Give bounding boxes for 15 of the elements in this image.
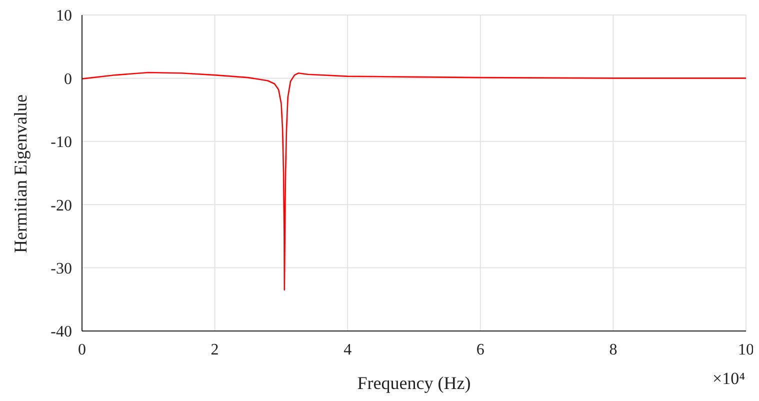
x-tick-label: 0: [78, 341, 86, 358]
y-tick-label: -30: [50, 260, 72, 278]
y-tick-label: 10: [56, 8, 72, 25]
y-axis-title: Hermitian Eigenvalue: [10, 94, 30, 253]
y-tick-label: -40: [50, 324, 72, 341]
x-tick-label: 4: [344, 341, 352, 358]
y-tick-label: -20: [50, 197, 72, 214]
y-tick-label: -10: [50, 134, 72, 152]
x-tick-label: 8: [609, 341, 618, 358]
line-series: [82, 72, 746, 291]
x-axis-title: Frequency (Hz): [357, 373, 471, 393]
text: ×10⁴: [712, 369, 745, 389]
y-tick-label: 0: [64, 70, 72, 88]
x-tick-label: 2: [210, 341, 219, 358]
x-tick-label: 6: [476, 341, 484, 358]
